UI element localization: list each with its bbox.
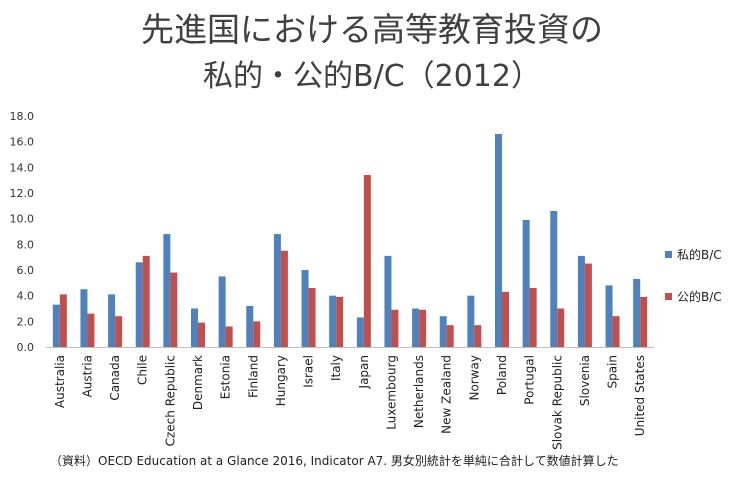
x-tick-label: Luxembourg (384, 355, 398, 430)
legend-label: 公的B/C (677, 289, 722, 304)
bar-private (550, 210, 558, 347)
y-tick-label: 2.0 (17, 315, 35, 328)
bar-private (80, 289, 88, 347)
legend-swatch (665, 293, 672, 300)
y-tick-label: 18.0 (10, 110, 35, 123)
bar-public (446, 325, 454, 347)
bar-public (59, 294, 67, 347)
y-tick-label: 4.0 (17, 290, 35, 303)
x-tick-label: Spain (606, 355, 620, 389)
bar-private (301, 270, 309, 347)
x-tick-label: Slovenia (578, 355, 592, 406)
bar-private (356, 317, 364, 347)
bar-public (198, 322, 205, 347)
source-note: （資料）OECD Education at a Glance 2016, Ind… (50, 454, 619, 468)
bar-private (273, 234, 281, 347)
bar-public (419, 309, 427, 347)
bar-private (135, 262, 143, 347)
bar-public (87, 313, 95, 347)
y-tick-label: 12.0 (10, 187, 35, 200)
bar-private (52, 304, 60, 347)
x-tick-label: Japan (357, 355, 371, 389)
y-axis: 0.0 2.0 4.0 6.0 8.0 10.0 12.0 14.0 16.0 18.0 (10, 110, 35, 354)
x-tick-label: Hungary (274, 355, 288, 406)
bar-public (640, 296, 648, 347)
bar-public (253, 321, 261, 347)
bar-public (557, 308, 565, 347)
bar-private (191, 308, 198, 347)
bar-private (633, 278, 641, 347)
x-tick-label: Austria (80, 355, 94, 397)
bar-public (529, 287, 537, 347)
bar-private (163, 234, 171, 347)
bar-public (612, 316, 620, 347)
bars (52, 133, 648, 347)
bar-public (170, 272, 178, 347)
bar-private (522, 219, 530, 347)
y-tick-label: 8.0 (17, 238, 35, 251)
x-tick-label: Denmark (191, 355, 205, 410)
bar-public (502, 291, 509, 347)
bar-private (577, 255, 585, 347)
bar-public (474, 325, 482, 347)
bar-public (142, 255, 150, 347)
x-tick-label: Finland (246, 355, 260, 398)
bar-private (605, 285, 613, 347)
chart-subtitle: 私的・公的B/C（2012） (203, 59, 541, 94)
x-tick-label: Chile (136, 355, 150, 385)
x-tick-label: Estonia (219, 355, 233, 399)
x-tick-label: New Zealand (440, 355, 454, 434)
y-tick-label: 10.0 (10, 213, 35, 226)
x-tick-label: Canada (108, 355, 122, 401)
legend-swatch (665, 251, 672, 258)
bar-private (439, 316, 447, 347)
x-tick-label: Israel (302, 355, 316, 388)
bar-private (384, 255, 392, 347)
x-axis: Australia Austria Canada Chile Czech Republi… (46, 347, 654, 450)
bar-public (391, 309, 399, 347)
chart-title: 先進国における高等教育投資の (141, 10, 603, 49)
x-tick-label: Portugal (523, 355, 537, 405)
y-tick-label: 14.0 (10, 161, 35, 174)
x-tick-label: Slovak Republic (550, 355, 564, 450)
bar-private (246, 305, 254, 347)
y-tick-label: 6.0 (17, 264, 35, 277)
bar-private (467, 295, 475, 347)
bar-private (108, 294, 116, 347)
bar-public (363, 175, 371, 347)
x-tick-label: United States (633, 355, 647, 436)
y-tick-label: 0.0 (17, 341, 35, 354)
bar-private (495, 133, 502, 347)
bar-public (115, 316, 123, 347)
x-tick-label: Australia (53, 355, 67, 408)
bar-public (225, 326, 233, 347)
x-tick-label: Czech Republic (163, 355, 177, 446)
bar-public (280, 250, 288, 347)
x-tick-label: Netherlands (412, 355, 426, 428)
bar-private (329, 295, 337, 347)
y-tick-label: 16.0 (10, 136, 35, 149)
bar-public (584, 263, 592, 347)
bar-private (412, 308, 420, 347)
legend-label: 私的B/C (677, 247, 722, 262)
x-tick-label: Italy (329, 355, 343, 381)
x-tick-label: Poland (495, 355, 509, 395)
bar-public (308, 287, 316, 347)
bar-private (218, 276, 226, 347)
bar-public (336, 296, 344, 347)
x-tick-label: Norway (467, 355, 481, 401)
legend: 私的B/C 公的B/C (665, 247, 722, 304)
